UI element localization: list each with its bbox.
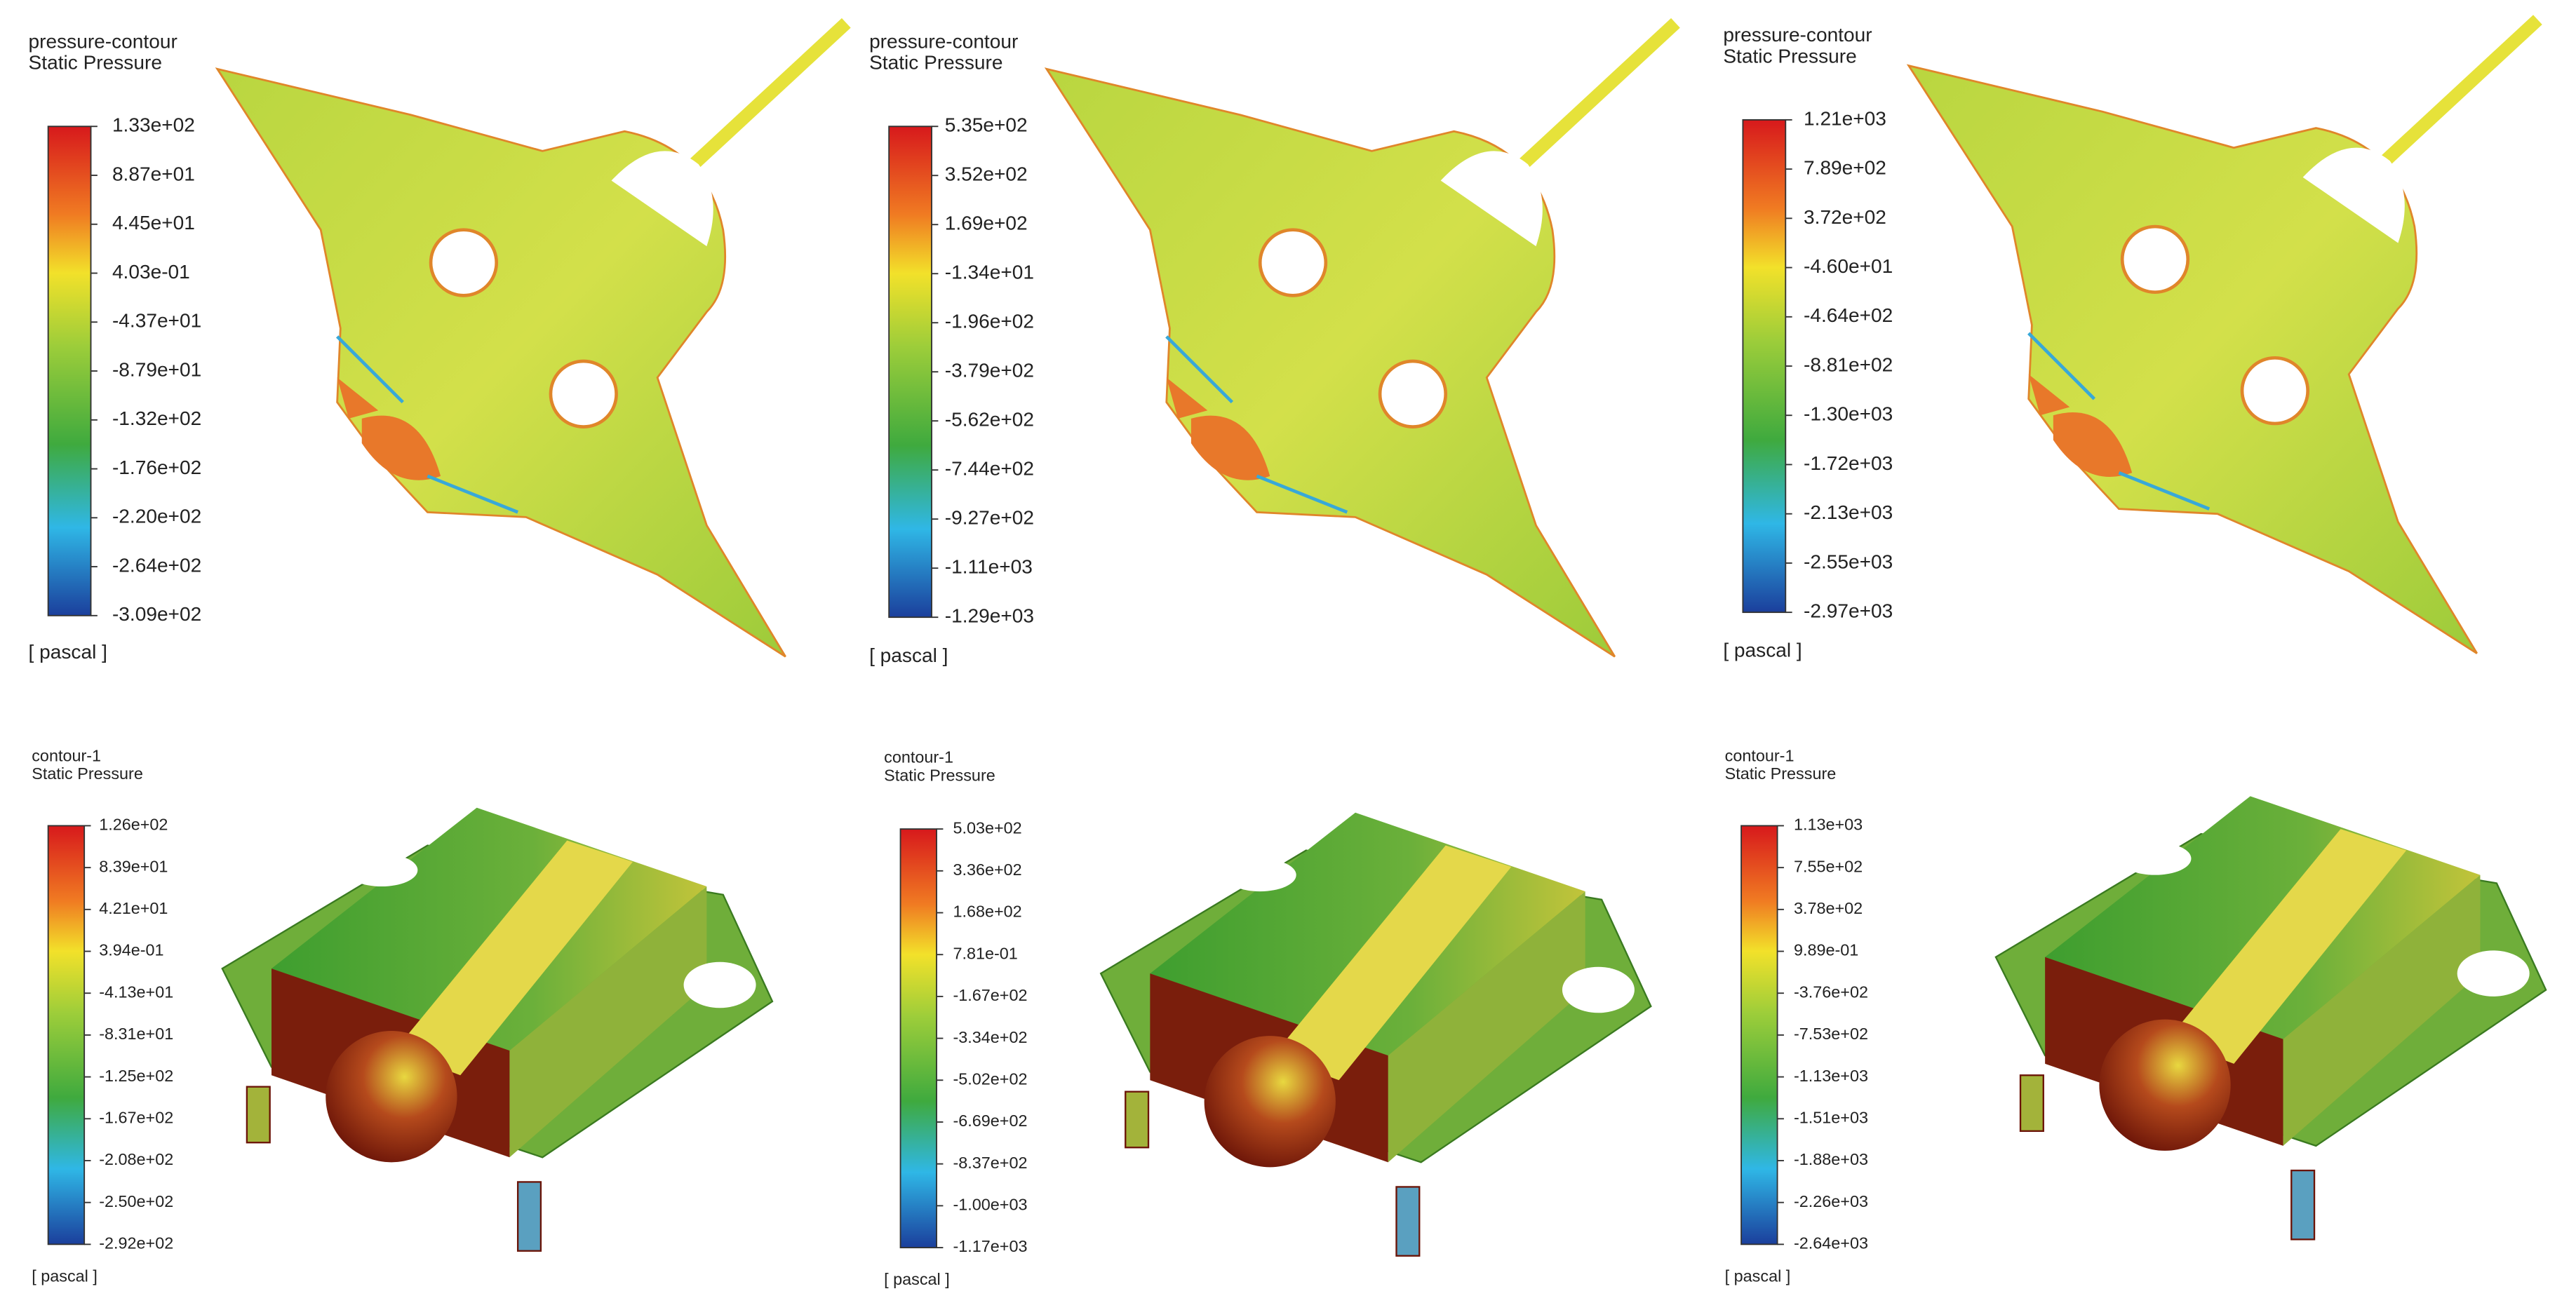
colorbar-label: 1.21e+03: [1804, 107, 1886, 129]
colorbar-label: 8.87e+01: [112, 163, 195, 184]
colorbar-label: 4.21e+01: [99, 899, 168, 917]
colorbar-label: 1.68e+02: [953, 903, 1021, 921]
colorbar-label: 3.36e+02: [953, 860, 1021, 879]
colorbar: [888, 126, 932, 619]
colorbar-label: 1.33e+02: [112, 114, 195, 136]
panel-title: contour-1: [32, 746, 101, 764]
unit-label: [ pascal ]: [1725, 1267, 1791, 1285]
panel-subtitle: Static Pressure: [1723, 45, 1856, 67]
panel-title: contour-1: [884, 748, 953, 767]
colorbar-label: -3.76e+02: [1794, 982, 1868, 1001]
colorbar-label: 4.45e+01: [112, 212, 195, 234]
colorbar-label: -2.50e+02: [99, 1192, 173, 1210]
unit-label: [ pascal ]: [884, 1270, 950, 1288]
model-view: [221, 806, 774, 1252]
colorbar-label: -9.27e+02: [945, 507, 1034, 529]
colorbar-label: -5.02e+02: [953, 1069, 1027, 1088]
colorbar-label: -2.64e+02: [112, 554, 201, 576]
model-view: [1909, 20, 2538, 654]
colorbar-label: -1.72e+03: [1804, 452, 1893, 474]
colorbar-label: -1.13e+03: [1794, 1067, 1868, 1085]
colorbar-label: -8.81e+02: [1804, 353, 1893, 375]
colorbar-label: -4.13e+01: [99, 982, 173, 1001]
colorbar-label: 3.94e-01: [99, 941, 163, 959]
colorbar-label: -2.08e+02: [99, 1150, 173, 1168]
colorbar-label: -3.79e+02: [945, 360, 1034, 381]
colorbar-label: -1.51e+03: [1794, 1108, 1868, 1126]
model-view: [1047, 23, 1676, 657]
colorbar-label: -1.00e+03: [953, 1196, 1027, 1214]
colorbar-label: 4.03e-01: [112, 261, 190, 283]
colorbar-label: -3.09e+02: [112, 603, 201, 625]
colorbar-label: -1.67e+02: [953, 986, 1027, 1004]
colorbar-label: -6.69e+02: [953, 1112, 1027, 1130]
model-view: [1099, 811, 1652, 1257]
colorbar-label: 7.55e+02: [1794, 857, 1863, 875]
colorbar-label: -1.11e+03: [945, 556, 1033, 578]
colorbar-label: -2.92e+02: [99, 1234, 173, 1252]
colorbar-label: -1.30e+03: [1804, 403, 1893, 425]
colorbar-label: -1.96e+02: [945, 311, 1034, 332]
colorbar-label: -2.13e+03: [1804, 501, 1893, 523]
colorbar-label: -8.37e+02: [953, 1154, 1027, 1172]
colorbar-label: -2.64e+03: [1794, 1234, 1868, 1252]
colorbar-label: -4.64e+02: [1804, 304, 1893, 326]
unit-label: [ pascal ]: [1723, 640, 1802, 661]
colorbar-label: -1.25e+02: [99, 1067, 173, 1085]
unit-label: [ pascal ]: [869, 644, 948, 666]
unit-label: [ pascal ]: [32, 1267, 98, 1285]
colorbar-label: -2.20e+02: [112, 506, 201, 527]
panel-title: pressure-contour: [29, 30, 177, 52]
colorbar-label: -2.26e+03: [1794, 1192, 1868, 1210]
colorbar: [1740, 825, 1778, 1245]
colorbar-label: -4.60e+01: [1804, 255, 1893, 277]
colorbar-label: -5.62e+02: [945, 409, 1034, 431]
colorbar-label: 5.03e+02: [953, 818, 1021, 837]
colorbar: [47, 126, 92, 616]
colorbar-label: 7.89e+02: [1804, 157, 1886, 179]
colorbar: [1742, 119, 1787, 614]
colorbar-label: 3.72e+02: [1804, 206, 1886, 228]
colorbar-label: -2.97e+03: [1804, 600, 1893, 622]
colorbar: [47, 825, 86, 1245]
colorbar-label: -1.32e+02: [112, 407, 201, 429]
panel-title: contour-1: [1725, 746, 1795, 764]
colorbar-label: -1.88e+03: [1794, 1150, 1868, 1168]
unit-label: [ pascal ]: [29, 641, 107, 663]
colorbar-label: -1.29e+03: [945, 605, 1034, 627]
colorbar-label: -2.55e+03: [1804, 551, 1893, 572]
colorbar-label: 3.52e+02: [945, 163, 1028, 185]
model-view: [1994, 795, 2547, 1241]
panel-title: pressure-contour: [869, 30, 1018, 52]
colorbar-label: 7.81e-01: [953, 944, 1017, 962]
colorbar-label: 3.78e+02: [1794, 899, 1863, 917]
colorbar-label: 8.39e+01: [99, 857, 168, 875]
colorbar-label: 5.35e+02: [945, 114, 1028, 136]
panel-subtitle: Static Pressure: [869, 52, 1002, 74]
colorbar-label: -7.44e+02: [945, 458, 1034, 480]
colorbar-label: -7.53e+02: [1794, 1025, 1868, 1043]
panel-subtitle: Static Pressure: [32, 764, 143, 783]
colorbar: [899, 828, 937, 1248]
panel-title: pressure-contour: [1723, 24, 1872, 46]
colorbar-label: -1.67e+02: [99, 1108, 173, 1126]
colorbar-label: -8.79e+01: [112, 358, 201, 380]
colorbar-label: 1.26e+02: [99, 816, 168, 834]
colorbar-label: -8.31e+01: [99, 1025, 173, 1043]
colorbar-label: 1.13e+03: [1794, 816, 1863, 834]
model-view: [217, 23, 847, 657]
colorbar-label: -4.37e+01: [112, 310, 201, 332]
panel-subtitle: Static Pressure: [1725, 764, 1837, 783]
colorbar-label: -3.34e+02: [953, 1028, 1027, 1046]
panel-subtitle: Static Pressure: [29, 52, 162, 74]
colorbar-label: -1.76e+02: [112, 457, 201, 478]
panel-subtitle: Static Pressure: [884, 766, 995, 784]
colorbar-label: 9.89e-01: [1794, 941, 1858, 959]
colorbar-label: -1.17e+03: [953, 1237, 1027, 1255]
colorbar-label: 1.69e+02: [945, 212, 1028, 234]
colorbar-label: -1.34e+01: [945, 262, 1034, 283]
